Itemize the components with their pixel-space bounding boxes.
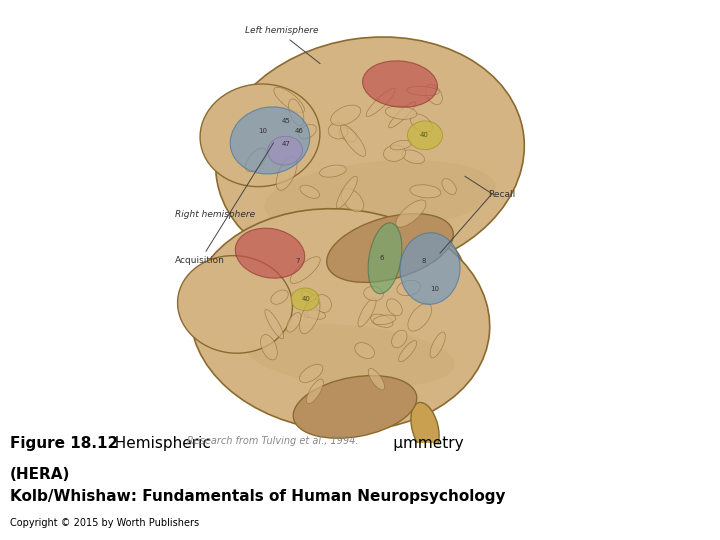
Ellipse shape bbox=[397, 280, 420, 296]
Ellipse shape bbox=[200, 84, 320, 187]
Text: Hemispheric: Hemispheric bbox=[105, 436, 211, 451]
Ellipse shape bbox=[384, 145, 405, 161]
Text: Acquisition: Acquisition bbox=[175, 143, 274, 266]
Text: Left hemisphere: Left hemisphere bbox=[245, 26, 318, 35]
Text: μmmetry: μmmetry bbox=[369, 436, 464, 451]
Ellipse shape bbox=[246, 148, 266, 172]
Ellipse shape bbox=[307, 310, 325, 319]
Ellipse shape bbox=[289, 99, 304, 126]
Ellipse shape bbox=[178, 255, 292, 353]
Ellipse shape bbox=[408, 121, 443, 150]
Ellipse shape bbox=[235, 228, 305, 278]
Ellipse shape bbox=[300, 364, 323, 382]
Ellipse shape bbox=[373, 315, 396, 325]
Text: 40: 40 bbox=[302, 296, 311, 302]
Ellipse shape bbox=[264, 160, 496, 233]
Text: Recall: Recall bbox=[488, 190, 516, 199]
Text: 10: 10 bbox=[430, 286, 439, 292]
Text: 7: 7 bbox=[295, 259, 300, 265]
Ellipse shape bbox=[315, 295, 331, 313]
Ellipse shape bbox=[390, 140, 411, 150]
Ellipse shape bbox=[364, 287, 383, 301]
Ellipse shape bbox=[355, 342, 374, 359]
Ellipse shape bbox=[274, 87, 305, 113]
Ellipse shape bbox=[400, 233, 460, 305]
Ellipse shape bbox=[368, 223, 402, 294]
Ellipse shape bbox=[290, 256, 320, 284]
Ellipse shape bbox=[246, 324, 454, 387]
Ellipse shape bbox=[371, 314, 393, 327]
Text: 10: 10 bbox=[258, 129, 267, 134]
Ellipse shape bbox=[320, 165, 346, 177]
Ellipse shape bbox=[327, 214, 454, 282]
Ellipse shape bbox=[299, 124, 316, 139]
Ellipse shape bbox=[385, 106, 417, 119]
Ellipse shape bbox=[304, 294, 318, 318]
Ellipse shape bbox=[291, 288, 319, 310]
Ellipse shape bbox=[336, 176, 357, 208]
Ellipse shape bbox=[230, 107, 310, 174]
Ellipse shape bbox=[396, 200, 426, 227]
Ellipse shape bbox=[190, 208, 490, 431]
Ellipse shape bbox=[330, 105, 361, 125]
Ellipse shape bbox=[410, 114, 433, 132]
Text: 8: 8 bbox=[422, 259, 426, 265]
Text: Figure 18.12: Figure 18.12 bbox=[10, 436, 118, 451]
Text: Copyright © 2015 by Worth Publishers: Copyright © 2015 by Worth Publishers bbox=[10, 518, 199, 528]
Ellipse shape bbox=[339, 127, 356, 142]
Ellipse shape bbox=[363, 61, 438, 107]
Ellipse shape bbox=[341, 188, 364, 212]
Text: Right hemisphere: Right hemisphere bbox=[175, 210, 255, 219]
Ellipse shape bbox=[265, 309, 284, 339]
Ellipse shape bbox=[407, 86, 439, 96]
Ellipse shape bbox=[389, 102, 415, 128]
Text: (HERA): (HERA) bbox=[10, 467, 71, 482]
Ellipse shape bbox=[442, 179, 456, 194]
Ellipse shape bbox=[434, 241, 466, 295]
Text: 45: 45 bbox=[282, 118, 291, 124]
Ellipse shape bbox=[368, 368, 384, 390]
Ellipse shape bbox=[293, 376, 417, 438]
Ellipse shape bbox=[341, 125, 366, 156]
Ellipse shape bbox=[366, 89, 395, 117]
Text: 40: 40 bbox=[420, 132, 429, 138]
Ellipse shape bbox=[301, 291, 318, 305]
Ellipse shape bbox=[216, 37, 524, 275]
Ellipse shape bbox=[308, 299, 320, 318]
Text: Research from Tulving et al., 1994.: Research from Tulving et al., 1994. bbox=[187, 436, 359, 446]
Ellipse shape bbox=[411, 402, 439, 453]
Ellipse shape bbox=[426, 84, 442, 105]
Text: 47: 47 bbox=[282, 140, 291, 146]
Ellipse shape bbox=[410, 185, 441, 198]
Ellipse shape bbox=[387, 299, 402, 316]
Text: Kolb/Whishaw: Fundamentals of Human Neuropsychology: Kolb/Whishaw: Fundamentals of Human Neur… bbox=[10, 489, 505, 503]
Ellipse shape bbox=[392, 330, 407, 348]
Ellipse shape bbox=[276, 157, 297, 190]
Text: 6: 6 bbox=[380, 255, 384, 261]
Ellipse shape bbox=[402, 150, 425, 164]
Ellipse shape bbox=[328, 123, 348, 139]
Ellipse shape bbox=[408, 303, 432, 331]
Ellipse shape bbox=[287, 313, 301, 332]
Ellipse shape bbox=[307, 379, 323, 404]
Ellipse shape bbox=[271, 290, 288, 304]
Ellipse shape bbox=[399, 341, 417, 362]
Text: 46: 46 bbox=[295, 129, 304, 134]
Ellipse shape bbox=[261, 334, 277, 360]
Ellipse shape bbox=[358, 298, 376, 327]
Ellipse shape bbox=[300, 299, 320, 334]
Ellipse shape bbox=[268, 136, 302, 165]
Ellipse shape bbox=[430, 332, 446, 358]
Ellipse shape bbox=[300, 185, 320, 198]
